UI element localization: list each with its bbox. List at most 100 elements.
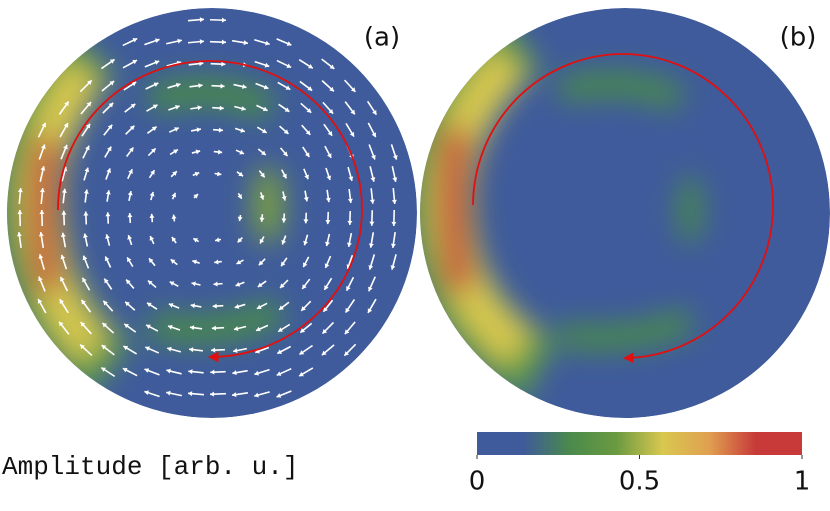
field-arrow-head bbox=[132, 38, 138, 43]
colorbar bbox=[477, 432, 802, 455]
field-arrow-head bbox=[243, 40, 248, 46]
field-arrow-head bbox=[211, 347, 216, 353]
field-arrow-head bbox=[106, 168, 112, 174]
field-arrow-head bbox=[171, 237, 177, 242]
field-arrow-head bbox=[150, 170, 155, 175]
field-arrow-head bbox=[195, 149, 201, 155]
field-arrow-head bbox=[368, 265, 374, 270]
field-arrow-head bbox=[104, 278, 109, 284]
field-arrow-head bbox=[257, 282, 263, 287]
field-arrow-head bbox=[302, 284, 307, 289]
field-arrow-head bbox=[371, 154, 376, 160]
field-arrow-head bbox=[221, 39, 226, 45]
field-arrow-head bbox=[63, 123, 69, 128]
field-arrow-head bbox=[241, 106, 246, 111]
field-arrow-head bbox=[329, 86, 334, 92]
field-arrow-head bbox=[325, 197, 331, 203]
field-arrow-head bbox=[131, 81, 137, 87]
field-arrow-head bbox=[284, 107, 290, 112]
field-arrow-head bbox=[129, 125, 135, 131]
field-arrow-head bbox=[276, 371, 282, 376]
field-arrow-head bbox=[303, 196, 309, 202]
field-arrow-head bbox=[80, 344, 85, 350]
field-arrow-head bbox=[174, 127, 179, 132]
field-arrow-head bbox=[170, 259, 176, 264]
field-arrow-head bbox=[39, 188, 45, 193]
field-arrow-head bbox=[109, 81, 115, 86]
field-arrow-head bbox=[259, 238, 265, 244]
field-arrow-head bbox=[87, 80, 92, 85]
field-arrow-head bbox=[80, 322, 86, 327]
field-arrow-head bbox=[211, 325, 217, 331]
field-arrow-head bbox=[146, 302, 152, 308]
field-arrow-head bbox=[122, 367, 128, 373]
field-arrow-head bbox=[304, 152, 310, 158]
field-arrow-head bbox=[188, 391, 193, 397]
field-arrow-head bbox=[85, 123, 91, 129]
field-arrow-head bbox=[83, 233, 88, 238]
field-arrow-head bbox=[127, 257, 132, 263]
colorbar-label: Amplitude [arb. u.] bbox=[2, 452, 298, 482]
field-arrow-head bbox=[128, 147, 134, 153]
field-arrow-head bbox=[149, 213, 155, 219]
field-arrow-head bbox=[17, 210, 23, 215]
field-arrow-head bbox=[60, 232, 66, 238]
tick-label: 1 bbox=[794, 467, 811, 497]
field-arrow-head bbox=[255, 348, 260, 354]
field-arrow-head bbox=[219, 105, 224, 111]
field-arrow-head bbox=[329, 64, 335, 69]
field-arrow-head bbox=[59, 299, 64, 304]
field-arrow-head bbox=[147, 280, 153, 286]
field-arrow-head bbox=[107, 146, 112, 152]
field-arrow-head bbox=[154, 38, 160, 44]
field-arrow-head bbox=[86, 101, 92, 107]
field-arrow-head bbox=[152, 104, 158, 110]
field-arrow-head bbox=[306, 108, 312, 113]
field-arrow-head bbox=[239, 149, 244, 155]
field-arrow-head bbox=[196, 127, 201, 133]
field-arrow-head bbox=[234, 304, 240, 309]
field-arrow-head bbox=[166, 368, 171, 374]
field-arrow-head bbox=[221, 17, 226, 23]
field-arrow-head bbox=[193, 194, 199, 199]
field-arrow-head bbox=[83, 189, 89, 194]
field-arrow-head bbox=[346, 286, 351, 291]
field-arrow-head bbox=[192, 259, 197, 265]
field-arrow-head bbox=[254, 370, 259, 376]
field-arrow-head bbox=[369, 221, 375, 226]
field-arrow-head bbox=[101, 367, 107, 372]
field-arrow-head bbox=[256, 304, 262, 310]
field-arrow-head bbox=[281, 239, 287, 245]
field-arrow-head bbox=[283, 129, 289, 134]
field-arrow-head bbox=[101, 345, 107, 350]
field-arrow-head bbox=[304, 174, 309, 180]
field-arrow-head bbox=[214, 259, 219, 265]
field-arrow-head bbox=[391, 199, 397, 204]
field-arrow-head bbox=[128, 169, 133, 174]
field-arrow-head bbox=[277, 349, 283, 354]
field-arrow-head bbox=[123, 345, 129, 351]
field-arrow-head bbox=[328, 108, 334, 114]
field-arrow-head bbox=[221, 61, 226, 67]
field-arrow-head bbox=[213, 281, 218, 287]
field-arrow-head bbox=[299, 350, 305, 355]
field-arrow-head bbox=[191, 281, 196, 287]
field-arrow-head bbox=[347, 220, 353, 225]
field-arrow-head bbox=[103, 300, 108, 306]
field-arrow-head bbox=[125, 301, 130, 307]
field-arrow-head bbox=[130, 103, 136, 109]
field-arrow-head bbox=[61, 210, 67, 215]
field-arrow-head bbox=[175, 104, 180, 110]
field-arrow-head bbox=[149, 191, 155, 197]
field-arrow-head bbox=[146, 324, 151, 329]
field-arrow-head bbox=[301, 306, 306, 311]
field-arrow-head bbox=[59, 321, 64, 327]
field-arrow-head bbox=[83, 211, 89, 216]
field-arrow-head bbox=[254, 392, 259, 398]
field-arrow-head bbox=[233, 348, 238, 354]
field-arrow-head bbox=[325, 241, 330, 247]
field-arrow-head bbox=[107, 124, 113, 130]
field-arrow-head bbox=[279, 305, 284, 310]
field-arrow-head bbox=[175, 82, 181, 88]
field-arrow-head bbox=[370, 177, 376, 182]
